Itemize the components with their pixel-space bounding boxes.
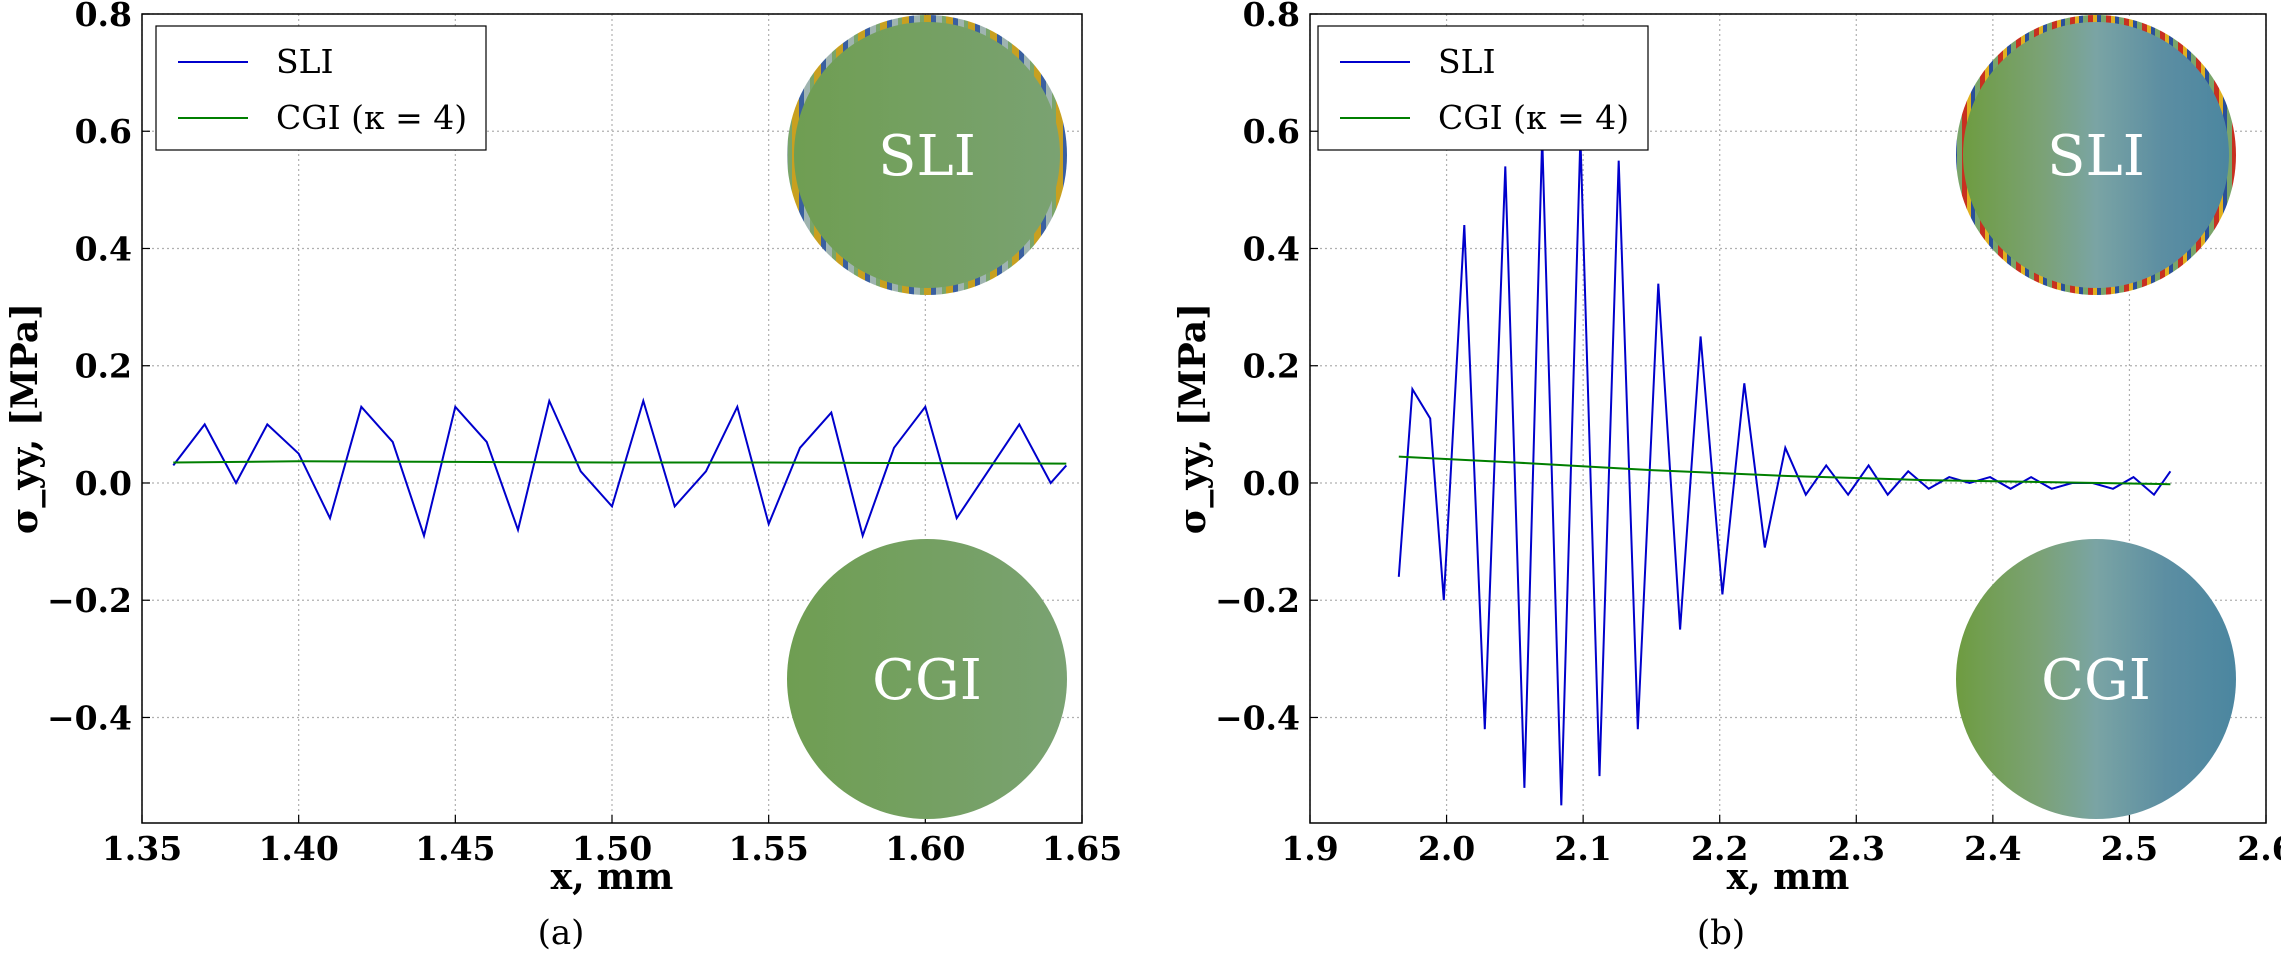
x-tick-label: 2.3	[1828, 829, 1885, 868]
plot-frame	[1309, 13, 2267, 824]
series-line-cgi	[173, 460, 1067, 465]
y-tick-label: 0.0	[1243, 464, 1300, 503]
inset-bottom-disc	[1956, 539, 2236, 819]
y-tick-label: 0.4	[75, 229, 132, 268]
y-tick-label: −0.2	[47, 581, 132, 620]
panel-b: 1.9 2.0 2.1 2.2 2.3 2.4 2.5 2.6 0.8 0.6 0.4 0.2 0.0 −…	[1172, 0, 2281, 953]
panel-caption: (a)	[538, 913, 585, 953]
y-tick-label: 0.0	[75, 464, 132, 503]
inset-bottom-disc	[787, 539, 1067, 819]
legend-label-cgi: CGI (κ = 4)	[1438, 98, 1629, 137]
panel-caption: (b)	[1697, 913, 1745, 953]
y-tick-label: −0.4	[47, 698, 132, 737]
legend-label-sli: SLI	[1438, 42, 1496, 81]
inset-top-label: SLI	[878, 124, 976, 189]
y-tick-label: 0.8	[1243, 0, 1300, 34]
x-tick-label: 1.55	[728, 829, 808, 868]
x-tick-label: 2.1	[1554, 829, 1611, 868]
x-tick-label: 1.40	[258, 829, 338, 868]
y-tick-label: 0.2	[1243, 347, 1300, 386]
y-tick-label: 0.6	[1243, 112, 1300, 151]
x-tick-label: 1.50	[572, 829, 652, 868]
x-tick-label: 1.60	[885, 829, 965, 868]
inset-top-disc	[794, 22, 1060, 288]
x-tick-label: 2.6	[2237, 829, 2281, 868]
legend-box	[155, 25, 487, 151]
x-axis-label: x, mm	[551, 856, 674, 898]
inset-top-disc	[1963, 22, 2229, 288]
x-tick-label: 1.45	[415, 829, 495, 868]
series-line-cgi	[1398, 455, 2171, 486]
x-tick-label: 1.35	[102, 829, 182, 868]
inset-bottom-label: CGI	[872, 648, 982, 713]
series-line-sli	[172, 397, 1068, 540]
y-tick-label: 0.8	[75, 0, 132, 34]
legend-label-cgi: CGI (κ = 4)	[276, 98, 467, 137]
plot-frame	[141, 13, 1083, 824]
y-tick-label: 0.6	[75, 112, 132, 151]
inset-bottom-label: CGI	[2041, 648, 2151, 713]
x-tick-label: 2.2	[1691, 829, 1748, 868]
y-tick-label: −0.4	[1215, 698, 1300, 737]
legend-label-sli: SLI	[276, 42, 334, 81]
y-tick-label: 0.4	[1243, 229, 1300, 268]
x-tick-label: 2.4	[1964, 829, 2021, 868]
x-axis-label: x, mm	[1727, 856, 1850, 898]
y-axis-label: σ_yy, [MPa]	[1172, 303, 1214, 534]
x-tick-label: 1.9	[1281, 829, 1338, 868]
y-axis-label: σ_yy, [MPa]	[4, 303, 46, 534]
y-tick-label: −0.2	[1215, 581, 1300, 620]
panel-a: 1.35 1.40 1.45 1.50 1.55 1.60 1.65 0.8 0.6 0.4 0.2…	[4, 0, 1122, 953]
y-tick-label: 0.2	[75, 347, 132, 386]
inset-top-label: SLI	[2047, 124, 2145, 189]
x-tick-label: 1.65	[1042, 829, 1122, 868]
x-tick-label: 2.0	[1418, 829, 1475, 868]
x-tick-label: 2.5	[2101, 829, 2158, 868]
legend-box	[1317, 25, 1649, 151]
